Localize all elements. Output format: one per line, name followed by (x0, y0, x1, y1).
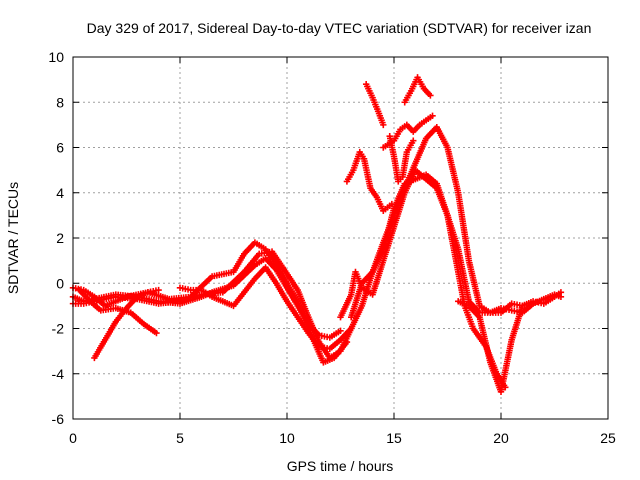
y-tick-label: 4 (56, 185, 64, 201)
y-ticks: -6 -4 -2 0 2 4 6 8 10 (48, 49, 608, 427)
chart-title: Day 329 of 2017, Sidereal Day-to-day VTE… (87, 20, 592, 36)
x-tick-label: 0 (69, 430, 77, 446)
series-track-12 (401, 74, 434, 106)
data-point (380, 121, 387, 129)
y-tick-label: 8 (56, 94, 64, 110)
y-tick-label: -6 (52, 411, 65, 427)
grid (73, 57, 608, 419)
series-layer (69, 74, 565, 396)
data-point (429, 112, 436, 120)
y-tick-label: -4 (52, 366, 65, 382)
y-tick-label: 10 (48, 49, 64, 65)
series-track-5 (91, 286, 162, 362)
data-point (337, 327, 344, 334)
data-point (388, 200, 396, 208)
x-tick-label: 10 (279, 430, 295, 446)
series-track-13 (386, 132, 417, 185)
y-axis-label: SDTVAR / TECUs (5, 182, 21, 294)
x-tick-label: 25 (600, 430, 616, 446)
x-tick-label: 15 (386, 430, 402, 446)
data-point (155, 286, 162, 294)
data-point (153, 329, 160, 337)
series-track-9 (362, 80, 387, 129)
x-axis-label: GPS time / hours (287, 458, 394, 474)
y-tick-label: 6 (56, 140, 64, 156)
data-point (427, 92, 434, 99)
data-point (410, 137, 417, 144)
series-track-10 (343, 148, 396, 215)
series-track-11 (380, 112, 436, 151)
x-ticks: 0 5 10 15 20 25 (69, 57, 616, 446)
series-track-4 (76, 286, 160, 337)
y-tick-label: 0 (56, 275, 64, 291)
series-track-8 (348, 171, 509, 391)
x-tick-label: 20 (493, 430, 509, 446)
y-tick-label: -2 (52, 321, 65, 337)
series-track-3 (69, 239, 351, 366)
x-tick-label: 5 (176, 430, 184, 446)
series-track-14 (455, 289, 565, 396)
data-point (557, 289, 565, 296)
y-tick-label: 2 (56, 230, 64, 246)
data-point (343, 338, 351, 346)
